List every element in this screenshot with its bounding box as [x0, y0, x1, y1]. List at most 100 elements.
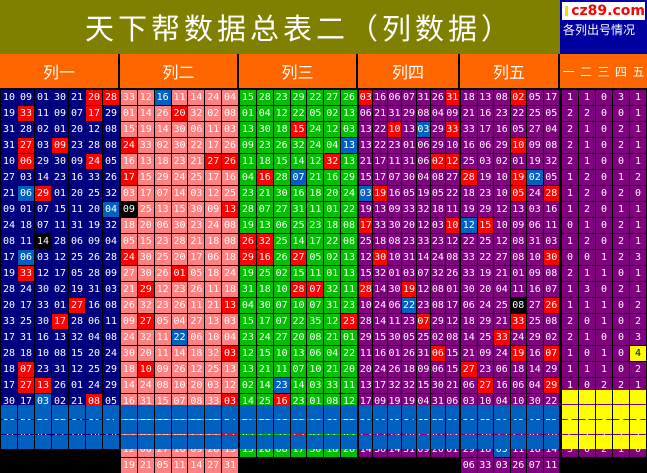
number-cell: 19 — [477, 170, 493, 185]
number-cell: 13 — [341, 154, 357, 169]
number-cell: 20 — [188, 378, 205, 393]
number-cell: 03 — [103, 282, 119, 297]
empty-cell — [613, 390, 629, 404]
number-cell: 07 — [416, 266, 431, 281]
number-cell: 12 — [445, 314, 459, 329]
number-cell: 30 — [387, 218, 402, 233]
empty-cell — [630, 390, 646, 404]
number-cell: 05 — [510, 122, 526, 137]
number-cell: 03 — [494, 458, 510, 473]
group-count-cell: 0 — [596, 202, 612, 217]
number-cell: 06 — [416, 154, 431, 169]
empty-cell — [461, 420, 477, 434]
number-cell: 30 — [52, 90, 68, 105]
number-cell: 11 — [543, 458, 559, 473]
number-cell: 02 — [324, 250, 341, 265]
number-cell: 05 — [307, 106, 324, 121]
number-cell: 30 — [35, 314, 51, 329]
number-cell: 14 — [290, 154, 307, 169]
group-count-cell: 0 — [596, 154, 612, 169]
column-block-1: 10 09 01 30 21 20 28 19 33 11 09 07 17 29 31 28 02 01 20 12… — [1, 90, 119, 441]
group-count-cell: 0 — [596, 170, 612, 185]
bottom-fill-4 — [359, 405, 459, 450]
number-cell: 13 — [222, 298, 238, 313]
number-cell: 24 — [1, 218, 17, 233]
empty-cell — [630, 405, 646, 419]
column-block-2: 33 12 16 11 14 24 04 01 14 26 20 32 02 08 15 19 14 30 06 11… — [121, 90, 238, 473]
number-cell: 30 — [273, 186, 290, 201]
number-cell: 17 — [477, 122, 493, 137]
number-cell: 14 — [171, 346, 188, 361]
group-count-cell: 1 — [562, 362, 578, 377]
number-cell: 25 — [359, 234, 373, 249]
group-count-cell: 0 — [596, 218, 612, 233]
number-cell: 19 — [240, 266, 256, 281]
group-count-cell: 0 — [613, 314, 629, 329]
number-cell: 33 — [402, 202, 416, 217]
site-logo[interactable]: cz89.com — [562, 2, 645, 20]
number-cell: 30 — [35, 282, 51, 297]
number-cell: 21 — [69, 90, 85, 105]
number-cell: 24 — [137, 378, 154, 393]
number-cell: 27 — [324, 90, 341, 105]
empty-cell — [494, 435, 510, 449]
number-cell: 28 — [359, 314, 373, 329]
number-cell: 29 — [527, 330, 543, 345]
empty-cell — [341, 420, 357, 434]
number-cell: 24 — [431, 250, 445, 265]
number-cell: 18 — [121, 218, 137, 233]
empty-cell — [154, 420, 171, 434]
group-count-cell: 0 — [613, 154, 629, 169]
group-count-cell: 1 — [630, 90, 646, 105]
number-cell: 27 — [205, 458, 222, 473]
number-cell: 30 — [171, 122, 188, 137]
number-cell: 25 — [18, 314, 34, 329]
column-block-3: 15 28 23 29 22 27 26 01 04 12 22 05 02 13 13 30 18 15 24 12… — [240, 90, 357, 457]
number-cell: 24 — [373, 362, 387, 377]
number-cell: 09 — [121, 314, 137, 329]
group-count-cell: 0 — [596, 186, 612, 201]
empty-cell — [579, 435, 595, 449]
number-cell: 10 — [1, 90, 17, 105]
empty-cell — [52, 435, 68, 449]
number-cell: 06 — [461, 378, 477, 393]
empty-cell — [445, 435, 459, 449]
number-cell: 18 — [510, 362, 526, 377]
number-cell: 15 — [121, 122, 137, 137]
number-cell: 24 — [307, 122, 324, 137]
number-cell: 30 — [137, 266, 154, 281]
number-cell: 05 — [103, 154, 119, 169]
number-cell: 12 — [52, 250, 68, 265]
number-cell: 01 — [510, 266, 526, 281]
number-cell: 24 — [205, 90, 222, 105]
group-count-cell: 1 — [579, 218, 595, 233]
number-cell: 05 — [188, 266, 205, 281]
column-header-4: 列四 — [358, 54, 460, 88]
number-cell: 22 — [402, 298, 416, 313]
number-cell: 11 — [35, 106, 51, 121]
number-cell: 25 — [222, 186, 238, 201]
number-cell: 17 — [307, 234, 324, 249]
empty-cell — [18, 435, 34, 449]
empty-cell — [86, 405, 102, 419]
empty-cell — [402, 435, 416, 449]
number-cell: 26 — [171, 298, 188, 313]
group-count-cell: 2 — [562, 266, 578, 281]
number-cell: 01 — [171, 266, 188, 281]
number-cell: 19 — [402, 282, 416, 297]
number-cell: 31 — [416, 90, 431, 105]
number-cell: 10 — [445, 218, 459, 233]
empty-cell — [290, 420, 307, 434]
number-cell: 04 — [240, 298, 256, 313]
number-cell: 25 — [273, 234, 290, 249]
number-cell: 08 — [222, 234, 238, 249]
number-cell: 28 — [69, 314, 85, 329]
group-count-cell: 2 — [596, 378, 612, 393]
number-cell: 27 — [477, 378, 493, 393]
group-header-4: 四 — [614, 64, 627, 79]
group-count-cell: 3 — [630, 330, 646, 345]
group-count-cell: 1 — [579, 266, 595, 281]
number-cell: 05 — [527, 90, 543, 105]
number-cell: 13 — [402, 122, 416, 137]
number-cell: 26 — [222, 154, 238, 169]
